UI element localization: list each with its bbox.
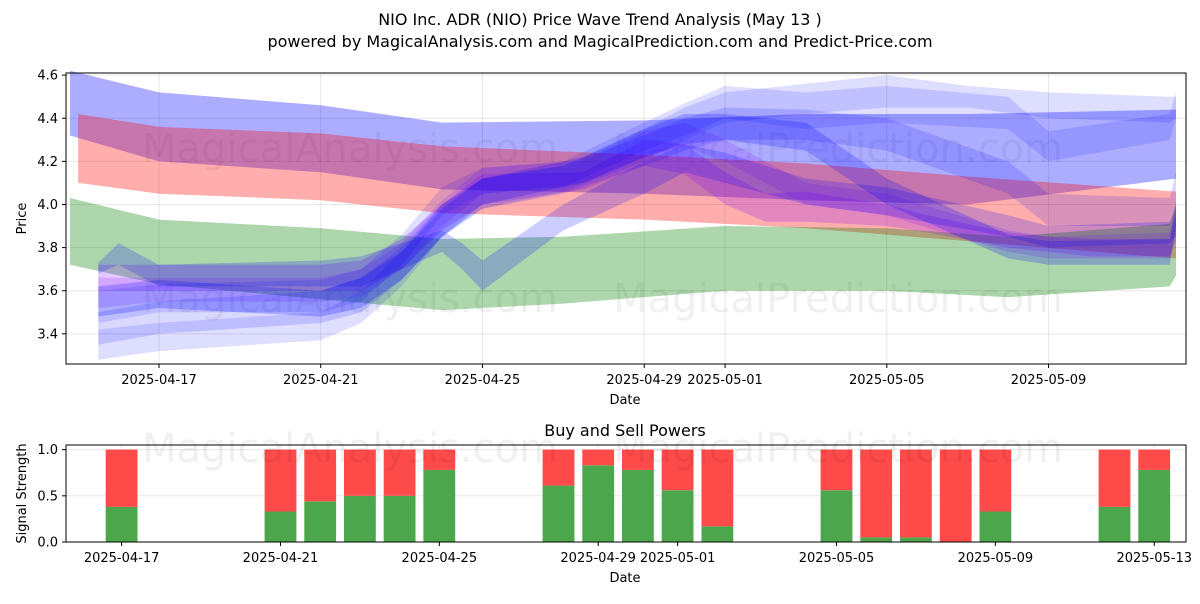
signal-y-tick-label: 1.0 bbox=[37, 443, 58, 458]
price-x-tick-label: 2025-05-01 bbox=[687, 373, 763, 388]
sell-bar bbox=[304, 449, 337, 502]
buy-bar bbox=[979, 511, 1012, 542]
watermark-bottom-left: MagicalAnalysis.com bbox=[142, 426, 558, 472]
signal-x-tick-label: 2025-04-25 bbox=[402, 551, 478, 566]
signal-y-axis-label: Signal Strength bbox=[15, 443, 30, 543]
trend-band-green bbox=[70, 198, 1176, 311]
price-y-tick-label: 3.8 bbox=[37, 241, 58, 256]
sell-bar bbox=[383, 449, 416, 496]
signal-x-axis-label: Date bbox=[609, 571, 640, 586]
buy-bar bbox=[304, 501, 337, 542]
trend-band-blue bbox=[98, 85, 1176, 324]
buy-bar bbox=[582, 465, 615, 542]
watermark-top-right: MagicalPrediction.com bbox=[613, 126, 1063, 172]
sell-bar bbox=[979, 449, 1012, 512]
sell-bar bbox=[701, 449, 734, 527]
price-x-tick-label: 2025-04-21 bbox=[283, 373, 359, 388]
sell-bar bbox=[622, 449, 654, 470]
signal-x-tick-label: 2025-04-21 bbox=[243, 551, 319, 566]
signal-y-tick-label: 0.5 bbox=[37, 489, 58, 504]
price-x-tick-label: 2025-05-09 bbox=[1011, 373, 1087, 388]
buy-bar bbox=[661, 490, 694, 542]
sell-bar bbox=[820, 449, 853, 491]
signal-bars bbox=[105, 449, 1171, 542]
signal-axes-frame bbox=[65, 444, 1187, 543]
watermark-mid-right: MagicalPrediction.com bbox=[613, 276, 1063, 322]
watermark-mid-left: MagicalAnalysis.com bbox=[142, 276, 558, 322]
sell-bar bbox=[661, 449, 694, 491]
signal-x-tick-label: 2025-05-01 bbox=[640, 551, 716, 566]
buy-bar bbox=[264, 511, 297, 542]
trend-band-blue bbox=[98, 114, 1176, 317]
buy-bar bbox=[383, 495, 416, 542]
trend-band-blue bbox=[98, 107, 1176, 345]
sell-bar bbox=[900, 449, 932, 538]
price-y-tick-label: 4.6 bbox=[37, 69, 58, 84]
watermark-top-left: MagicalAnalysis.com bbox=[142, 126, 558, 172]
price-y-axis-label: Price bbox=[15, 203, 30, 235]
buy-bar bbox=[860, 537, 893, 542]
price-axes-frame bbox=[65, 72, 1187, 365]
signal-x-tick-label: 2025-04-17 bbox=[84, 551, 160, 566]
signal-x-ticks: 2025-04-17 2025-04-21 2025-04-25 2025-04-29… bbox=[84, 542, 1192, 566]
signal-x-tick-label: 2025-05-09 bbox=[958, 551, 1034, 566]
price-x-tick-label: 2025-05-05 bbox=[849, 373, 925, 388]
buy-bar bbox=[105, 506, 138, 542]
price-y-tick-label: 4.2 bbox=[37, 155, 58, 170]
price-y-tick-label: 3.6 bbox=[37, 284, 58, 299]
signal-y-tick-label: 0.0 bbox=[37, 536, 58, 551]
buy-bar bbox=[542, 485, 575, 542]
price-bands bbox=[70, 70, 1177, 360]
sell-bar bbox=[582, 449, 615, 466]
trend-band-blue bbox=[98, 144, 1176, 291]
buy-bar bbox=[1138, 469, 1171, 542]
signal-x-tick-label: 2025-05-13 bbox=[1116, 551, 1192, 566]
sell-bar bbox=[264, 449, 297, 512]
sell-bar bbox=[423, 449, 456, 470]
buy-bar bbox=[1098, 506, 1131, 542]
trend-band-purple bbox=[98, 139, 1176, 291]
price-y-tick-label: 4.4 bbox=[37, 112, 58, 127]
signal-panel-title: Buy and Sell Powers bbox=[544, 421, 706, 440]
buy-bar bbox=[344, 495, 376, 542]
chart-title-line1: NIO Inc. ADR (NIO) Price Wave Trend Anal… bbox=[378, 10, 822, 29]
sell-bar bbox=[542, 449, 575, 486]
trend-band-blue bbox=[70, 70, 1176, 205]
chart-title-line2: powered by MagicalAnalysis.com and Magic… bbox=[267, 32, 932, 51]
signal-x-tick-label: 2025-04-29 bbox=[560, 551, 636, 566]
sell-bar bbox=[1098, 449, 1131, 507]
sell-bar bbox=[1138, 449, 1171, 470]
buy-bar bbox=[701, 526, 734, 542]
price-panel: MagicalAnalysis.com MagicalPrediction.co… bbox=[15, 69, 1187, 408]
price-x-tick-label: 2025-04-29 bbox=[606, 373, 682, 388]
price-y-tick-label: 4.0 bbox=[37, 198, 58, 213]
sell-bar bbox=[860, 449, 893, 538]
price-x-tick-label: 2025-04-17 bbox=[121, 373, 197, 388]
sell-bar bbox=[344, 449, 376, 496]
signal-x-tick-label: 2025-05-05 bbox=[799, 551, 875, 566]
price-y-tick-label: 3.4 bbox=[37, 327, 58, 342]
price-x-tick-label: 2025-04-25 bbox=[445, 373, 521, 388]
price-x-ticks: 2025-04-17 2025-04-21 2025-04-25 2025-04-29… bbox=[121, 364, 1086, 388]
buy-bar bbox=[820, 490, 853, 542]
sell-bar bbox=[105, 449, 138, 507]
watermark-bottom-right: MagicalPrediction.com bbox=[613, 426, 1063, 472]
trend-band-red bbox=[78, 114, 1177, 259]
trend-band-purple bbox=[98, 122, 1176, 308]
buy-bar bbox=[622, 469, 654, 542]
sell-bar bbox=[939, 449, 972, 542]
signal-panel: Buy and Sell Powers MagicalAnalysis.com … bbox=[15, 421, 1192, 586]
buy-bar bbox=[900, 537, 932, 542]
price-y-ticks: 3.4 3.6 3.8 4.0 4.2 4.4 4.6 bbox=[37, 69, 66, 342]
price-x-axis-label: Date bbox=[609, 393, 640, 408]
price-grid bbox=[66, 73, 1186, 364]
signal-y-ticks: 0.0 0.5 1.0 bbox=[37, 443, 66, 551]
buy-bar bbox=[423, 469, 456, 542]
trend-band-blue bbox=[98, 75, 1176, 360]
